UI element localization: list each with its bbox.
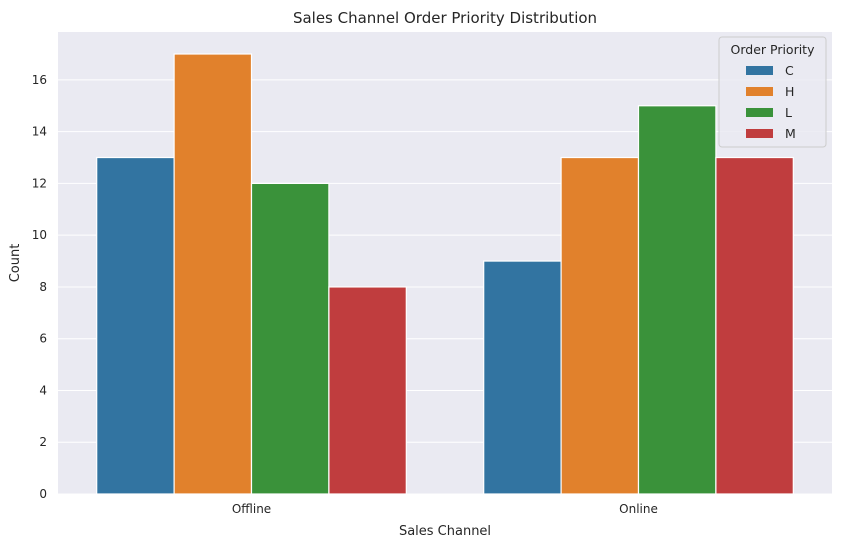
legend-label-c: C [785,63,794,78]
y-tick-label: 4 [39,383,47,397]
bar-online-m [715,156,794,495]
legend-swatch-h [746,87,773,96]
y-tick-label: 10 [32,228,47,242]
bar-offline-m [328,286,407,495]
x-axis-label: Sales Channel [399,524,491,539]
legend-label-l: L [785,105,792,120]
bar-online-c [483,260,562,495]
y-tick-label: 12 [32,176,47,190]
y-tick-label: 2 [39,435,47,449]
legend-label-h: H [785,84,794,99]
y-tick-label: 16 [32,73,47,87]
bar-offline-c [96,156,175,495]
y-tick-label: 8 [39,280,47,294]
y-tick-label: 0 [39,487,47,501]
legend-swatch-m [746,129,773,138]
x-tick-label: Online [619,502,658,516]
chart-title: Sales Channel Order Priority Distributio… [293,9,597,27]
legend-title: Order Priority [731,42,816,57]
y-axis-ticks: 0 2 4 6 8 10 12 14 16 [32,73,47,501]
bar-online-l [637,105,717,495]
y-tick-label: 14 [32,125,47,139]
legend-label-m: M [785,126,796,141]
bar-offline-h [173,53,253,495]
bar-online-h [560,156,640,495]
y-axis-label: Count [8,244,23,283]
bar-offline-l [250,182,330,495]
x-axis-ticks: Offline Online [232,502,658,516]
y-tick-label: 6 [39,332,47,346]
bars [96,53,794,495]
x-tick-label: Offline [232,502,271,516]
legend-swatch-l [746,108,773,117]
legend-swatch-c [746,66,773,75]
